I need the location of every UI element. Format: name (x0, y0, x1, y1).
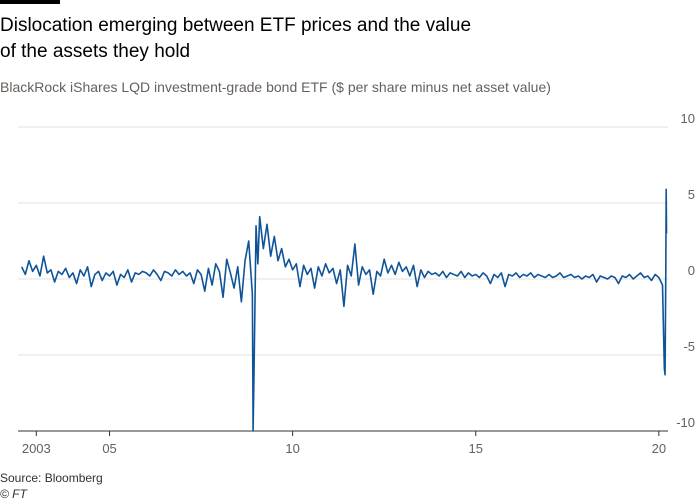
credit: © FT (0, 487, 29, 500)
x-tick-label: 10 (285, 441, 299, 456)
y-tick-label: 10 (681, 111, 695, 126)
source: Source: Bloomberg (0, 471, 103, 485)
chart-subtitle: BlackRock iShares LQD investment-grade b… (0, 79, 551, 95)
y-tick-label: 0 (688, 263, 695, 278)
x-tick-label: 05 (102, 441, 116, 456)
x-tick-label: 20 (652, 441, 666, 456)
data-line (20, 188, 668, 432)
x-tick-label: 2003 (22, 441, 51, 456)
y-tick-label: 5 (688, 187, 695, 202)
chart-title: of the assets they hold (0, 41, 190, 62)
chart-title: Dislocation emerging between ETF prices … (0, 15, 471, 36)
x-tick-label: 15 (469, 441, 483, 456)
y-tick-label: -10 (676, 415, 695, 430)
y-tick-label: -5 (683, 339, 695, 354)
brand-bar (0, 0, 60, 4)
